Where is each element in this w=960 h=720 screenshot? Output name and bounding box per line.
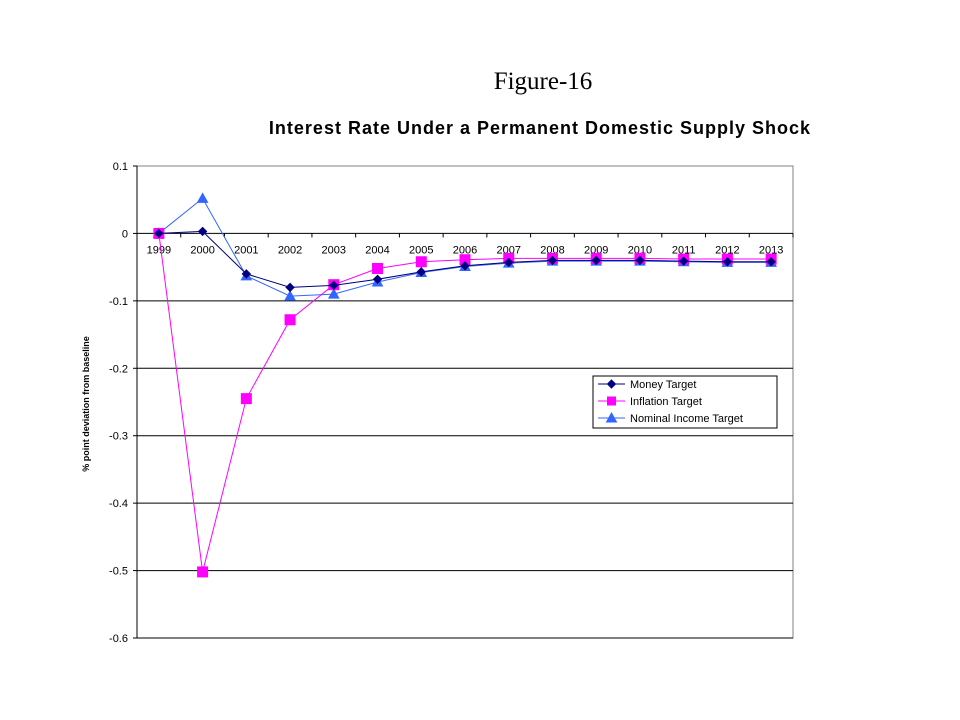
x-tick-label: 2008 bbox=[540, 244, 564, 256]
y-tick-label: -0.3 bbox=[109, 431, 128, 443]
x-tick-label: 2006 bbox=[453, 244, 477, 256]
data-point bbox=[196, 192, 209, 203]
x-tick-label: 2004 bbox=[365, 244, 389, 256]
y-tick-label: -0.6 bbox=[109, 633, 128, 645]
y-tick-label: -0.4 bbox=[109, 498, 128, 510]
data-point bbox=[766, 257, 776, 267]
data-point bbox=[284, 290, 296, 301]
legend-item: Nominal Income Target bbox=[598, 411, 743, 425]
data-point bbox=[197, 226, 208, 237]
data-point bbox=[547, 255, 558, 266]
x-tick-label: 2011 bbox=[672, 244, 696, 256]
y-tick-label: 0 bbox=[122, 228, 128, 240]
legend-item: Inflation Target bbox=[598, 396, 702, 408]
data-point bbox=[722, 257, 733, 267]
legend-swatch-marker bbox=[607, 396, 616, 406]
figure-label: Figure-16 bbox=[494, 68, 593, 95]
gridlines bbox=[137, 300, 793, 639]
data-point bbox=[460, 261, 470, 271]
y-axis-ticks: 0.1 0 -0.1 -0.2 -0.3 -0.4 -0.5 -0.6 bbox=[109, 161, 138, 645]
x-tick-label: 2013 bbox=[759, 244, 783, 256]
data-point bbox=[329, 280, 339, 291]
data-point bbox=[415, 256, 427, 268]
x-tick-label: 2000 bbox=[190, 244, 214, 256]
legend-label: Nominal Income Target bbox=[630, 413, 743, 425]
data-point bbox=[416, 267, 426, 277]
data-point bbox=[372, 262, 384, 274]
series-money-target bbox=[154, 226, 776, 293]
x-tick-label: 2003 bbox=[322, 244, 346, 256]
x-axis-ticks: 1999 2000 2001 2002 2003 2004 2005 2006 2007 2008… bbox=[136, 233, 794, 256]
legend-swatch-marker bbox=[606, 379, 617, 389]
data-point bbox=[635, 255, 645, 266]
y-tick-label: 0.1 bbox=[113, 161, 128, 173]
data-point bbox=[284, 314, 296, 326]
data-point bbox=[154, 228, 164, 239]
x-tick-label: 2005 bbox=[409, 244, 433, 256]
y-tick-label: -0.5 bbox=[109, 566, 128, 578]
x-tick-label: 2001 bbox=[234, 244, 258, 256]
data-point bbox=[240, 393, 252, 405]
legend-box bbox=[592, 375, 778, 429]
data-point bbox=[372, 274, 383, 284]
legend-item: Money Target bbox=[598, 379, 696, 391]
legend-swatch-marker bbox=[605, 411, 618, 423]
chart-title: Interest Rate Under a Permanent Domestic… bbox=[269, 118, 811, 138]
y-tick-label: -0.2 bbox=[109, 363, 128, 375]
data-point bbox=[591, 255, 601, 266]
x-tick-label: 2012 bbox=[715, 244, 739, 256]
series-layer bbox=[153, 192, 777, 578]
data-point bbox=[197, 566, 209, 578]
data-point bbox=[678, 256, 689, 266]
x-tick-label: 2002 bbox=[278, 244, 302, 256]
data-point bbox=[504, 257, 514, 268]
x-tick-label: 2009 bbox=[584, 244, 608, 256]
y-axis-title: % point deviation from baseline bbox=[81, 336, 91, 472]
x-tick-label: 2007 bbox=[496, 244, 520, 256]
data-point bbox=[327, 288, 340, 299]
y-tick-label: -0.1 bbox=[109, 296, 128, 308]
legend-label: Money Target bbox=[630, 379, 696, 391]
data-point bbox=[285, 282, 295, 293]
legend-label: Inflation Target bbox=[630, 396, 702, 408]
data-point bbox=[241, 269, 252, 279]
x-tick-label: 1999 bbox=[147, 244, 171, 256]
legend: Money Target Inflation Target Nominal Inco… bbox=[592, 375, 778, 429]
x-tick-label: 2010 bbox=[628, 244, 652, 256]
